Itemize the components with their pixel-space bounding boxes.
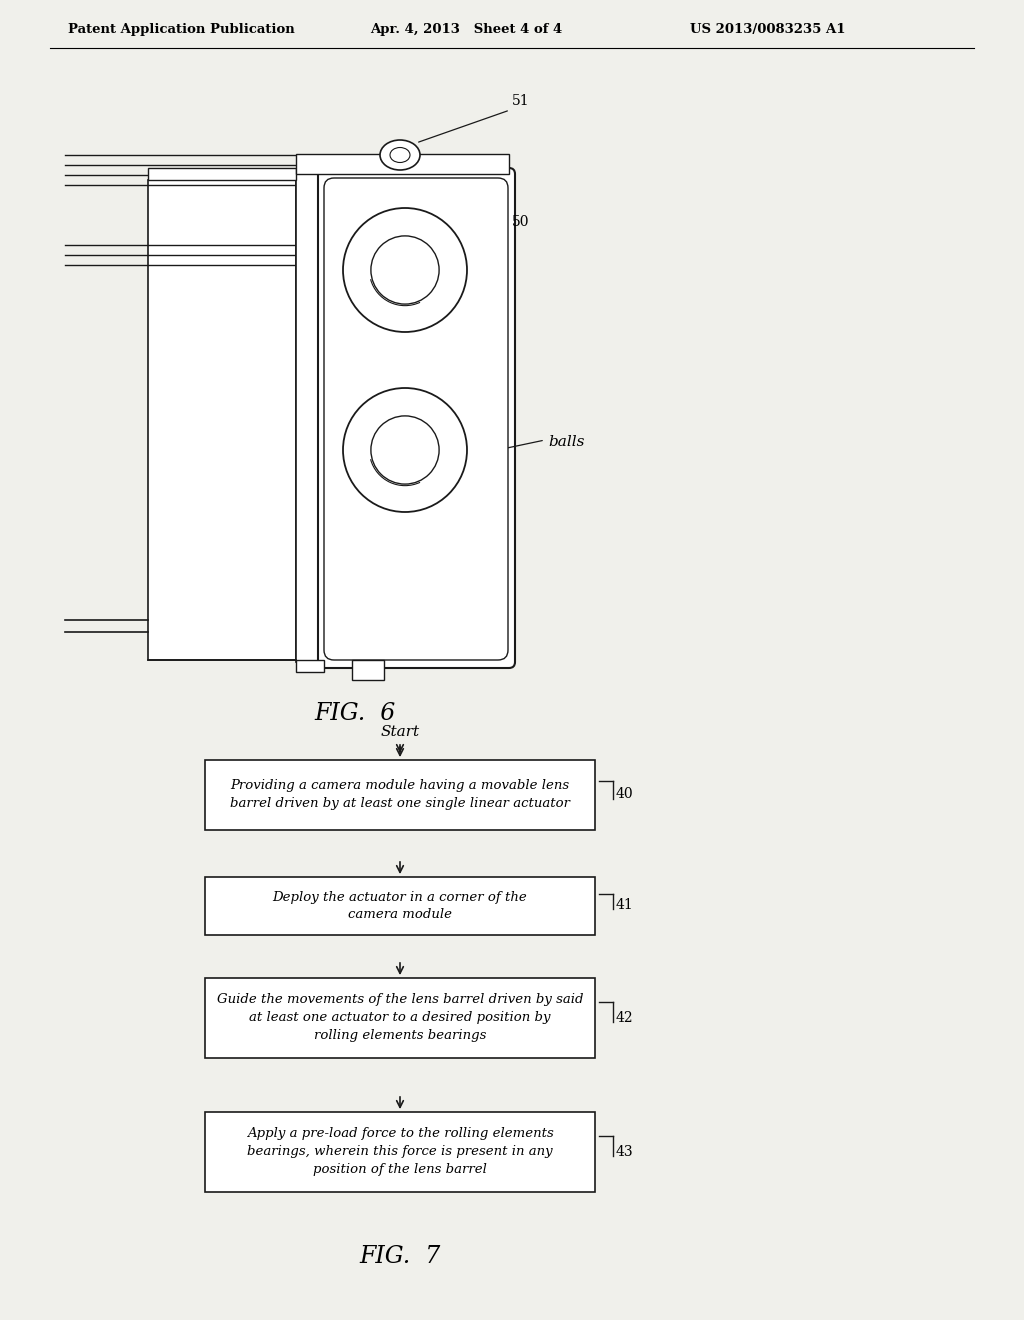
Text: Apply a pre-load force to the rolling elements
bearings, wherein this force is p: Apply a pre-load force to the rolling el… — [247, 1127, 553, 1176]
Text: US 2013/0083235 A1: US 2013/0083235 A1 — [690, 24, 846, 37]
Bar — [296, 174, 324, 663]
Text: 51: 51 — [512, 94, 529, 108]
Bar — [148, 168, 296, 180]
FancyBboxPatch shape — [318, 168, 515, 668]
Circle shape — [371, 236, 439, 304]
Bar — [205, 760, 595, 830]
Bar — [148, 180, 296, 660]
Text: 43: 43 — [616, 1144, 634, 1159]
FancyBboxPatch shape — [324, 178, 508, 660]
Text: 40: 40 — [616, 788, 634, 801]
Ellipse shape — [380, 140, 420, 170]
Text: Start: Start — [381, 725, 420, 739]
Bar — [352, 660, 384, 680]
Bar — [205, 876, 595, 935]
Ellipse shape — [390, 148, 410, 162]
Text: FIG.  6: FIG. 6 — [314, 702, 395, 725]
Text: Patent Application Publication: Patent Application Publication — [68, 24, 295, 37]
Bar — [296, 154, 509, 174]
Circle shape — [371, 416, 439, 484]
Text: FIG.  7: FIG. 7 — [359, 1245, 440, 1269]
Bar — [205, 978, 595, 1059]
Bar — [296, 660, 324, 672]
Text: Providing a camera module having a movable lens
barrel driven by at least one si: Providing a camera module having a movab… — [230, 780, 570, 810]
Text: balls: balls — [548, 436, 585, 449]
Circle shape — [343, 209, 467, 333]
Circle shape — [343, 388, 467, 512]
Text: 50: 50 — [512, 215, 529, 228]
Text: Apr. 4, 2013   Sheet 4 of 4: Apr. 4, 2013 Sheet 4 of 4 — [370, 24, 562, 37]
Bar — [205, 1111, 595, 1192]
Text: 41: 41 — [616, 898, 634, 912]
Text: Guide the movements of the lens barrel driven by said
at least one actuator to a: Guide the movements of the lens barrel d… — [217, 994, 584, 1043]
Text: 42: 42 — [616, 1011, 634, 1026]
Text: Deploy the actuator in a corner of the
camera module: Deploy the actuator in a corner of the c… — [272, 891, 527, 921]
